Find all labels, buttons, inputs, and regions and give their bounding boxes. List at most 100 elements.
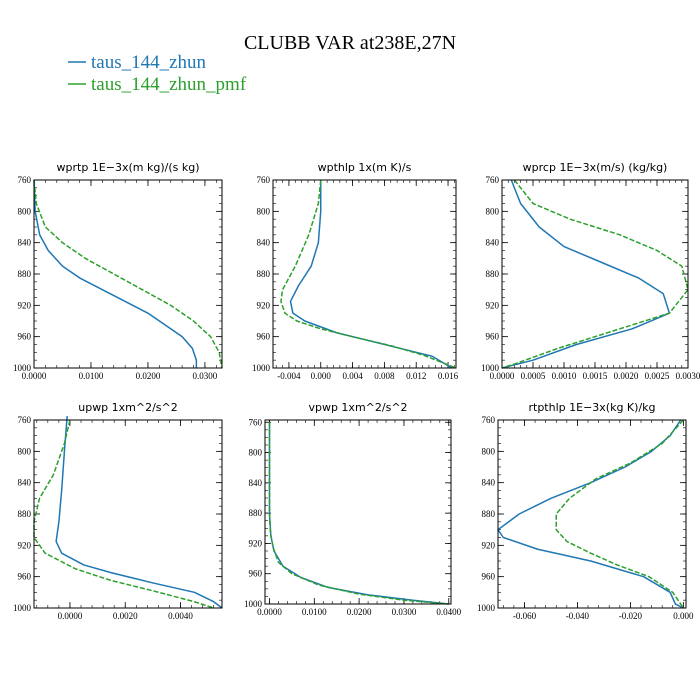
y-tick-label: 920 <box>249 538 263 548</box>
legend-label-1: taus_144_zhun <box>91 52 207 73</box>
series-line <box>280 179 457 369</box>
y-tick-label: 840 <box>249 478 263 488</box>
y-tick-label: 880 <box>18 509 32 519</box>
plot-frame <box>501 179 689 369</box>
y-tick-label: 760 <box>257 175 271 185</box>
y-tick-label: 920 <box>18 300 32 310</box>
y-tick-label: 960 <box>249 569 263 579</box>
y-tick-label: 880 <box>249 508 263 518</box>
x-tick-label: 0.012 <box>406 371 426 381</box>
plot-frame <box>497 419 687 609</box>
x-tick-label: 0.0005 <box>521 371 546 381</box>
x-tick-label: 0.0015 <box>583 371 608 381</box>
x-tick-label: 0.0200 <box>136 371 161 381</box>
panel-2: wpthlp 1x(m K)/s 760 800 840 880 920 960 1000 -0… <box>252 161 459 381</box>
x-tick-label: -0.060 <box>513 611 537 621</box>
x-tick-label: 0.0000 <box>22 371 47 381</box>
series-line <box>268 422 449 605</box>
x-tick-label: -0.020 <box>619 611 643 621</box>
y-tick-label: 1000 <box>244 599 263 609</box>
series-line <box>289 180 453 369</box>
plot-frame <box>33 179 223 369</box>
x-tick-label: 0.004 <box>342 371 363 381</box>
y-tick-label: 800 <box>257 206 271 216</box>
y-tick-label: 800 <box>18 206 32 216</box>
y-tick-label: 760 <box>482 415 496 425</box>
y-tick-label: 880 <box>486 269 500 279</box>
panel-6: rtpthlp 1E−3x(kg K)/kg 760 800 840 880 920 960… <box>477 401 694 621</box>
y-tick-label: 1000 <box>252 363 271 373</box>
y-tick-label: 920 <box>257 300 271 310</box>
x-tick-label: -0.040 <box>566 611 590 621</box>
series-line <box>33 419 214 609</box>
series-line <box>33 179 198 368</box>
y-tick-label: 1000 <box>477 603 496 613</box>
y-tick-label: 840 <box>486 238 500 248</box>
y-tick-label: 760 <box>18 415 32 425</box>
x-tick-label: 0.000 <box>311 371 332 381</box>
x-tick-label: 0.0020 <box>614 371 639 381</box>
x-tick-label: 0.0200 <box>347 607 372 617</box>
series-line <box>555 419 684 609</box>
x-tick-label: 0.0400 <box>436 607 461 617</box>
series-line <box>33 179 223 369</box>
series-line <box>268 422 449 605</box>
y-tick-label: 1000 <box>481 363 500 373</box>
y-tick-label: 800 <box>249 448 263 458</box>
y-tick-label: 760 <box>249 417 263 427</box>
panel-1: wprtp 1E−3x(m kg)/(s kg) 760 800 840 880 920 9… <box>13 161 223 381</box>
panel-4: upwp 1xm^2/s^2 760 800 840 880 920 960 1000 0.00… <box>13 401 223 621</box>
y-tick-label: 760 <box>486 175 500 185</box>
x-tick-label: 0.0020 <box>113 611 138 621</box>
x-tick-label: 0.0000 <box>58 611 83 621</box>
x-tick-label: 0.0010 <box>552 371 577 381</box>
panel-3: wprcp 1E−3x(m/s) (kg/kg) 760 800 840 880 920 9… <box>481 161 700 381</box>
x-tick-label: 0.008 <box>374 371 395 381</box>
x-tick-label: 0.0000 <box>257 607 282 617</box>
series-line <box>501 179 689 369</box>
panel-title: wprcp 1E−3x(m/s) (kg/kg) <box>523 161 668 174</box>
y-tick-label: 1000 <box>13 603 32 613</box>
series-line <box>501 179 671 369</box>
x-tick-label: 0.0000 <box>490 371 515 381</box>
y-tick-label: 960 <box>18 332 32 342</box>
panel-title: wpthlp 1x(m K)/s <box>318 161 412 174</box>
x-tick-label: 0.0100 <box>79 371 104 381</box>
panel-title: upwp 1xm^2/s^2 <box>78 401 178 414</box>
y-tick-label: 960 <box>482 572 496 582</box>
plot-frame <box>33 419 223 609</box>
y-tick-label: 840 <box>482 478 496 488</box>
legend: taus_144_zhun taus_144_zhun_pmf <box>68 52 247 95</box>
y-tick-label: 960 <box>18 572 32 582</box>
plot-frame <box>272 179 457 369</box>
y-tick-label: 960 <box>257 332 271 342</box>
x-tick-label: 0.0040 <box>168 611 193 621</box>
y-tick-label: 920 <box>18 540 32 550</box>
y-tick-label: 880 <box>482 509 496 519</box>
plot-frame <box>264 419 452 605</box>
y-tick-label: 800 <box>18 446 32 456</box>
y-tick-label: 960 <box>486 332 500 342</box>
legend-label-2: taus_144_zhun_pmf <box>91 74 247 95</box>
x-tick-label: -0.004 <box>277 371 301 381</box>
y-tick-label: 760 <box>18 175 32 185</box>
series-line <box>55 416 223 609</box>
x-tick-label: 0.016 <box>438 371 459 381</box>
y-tick-label: 920 <box>486 300 500 310</box>
x-tick-label: 0.0300 <box>392 607 417 617</box>
y-tick-label: 800 <box>482 446 496 456</box>
y-tick-label: 920 <box>482 540 496 550</box>
x-tick-label: 0.0100 <box>302 607 327 617</box>
x-tick-label: 0.0030 <box>676 371 700 381</box>
panel-title: rtpthlp 1E−3x(kg K)/kg <box>528 401 655 414</box>
panel-5: vpwp 1xm^2/s^2 760 800 840 880 920 960 10000.00… <box>244 401 462 617</box>
panel-title: vpwp 1xm^2/s^2 <box>308 401 407 414</box>
x-tick-label: 0.0025 <box>645 371 670 381</box>
x-tick-label: 0.0300 <box>193 371 218 381</box>
y-tick-label: 840 <box>18 238 32 248</box>
y-tick-label: 1000 <box>13 363 32 373</box>
panel-title: wprtp 1E−3x(m kg)/(s kg) <box>57 161 200 174</box>
x-tick-label: 0.000 <box>673 611 694 621</box>
y-tick-label: 800 <box>486 206 500 216</box>
